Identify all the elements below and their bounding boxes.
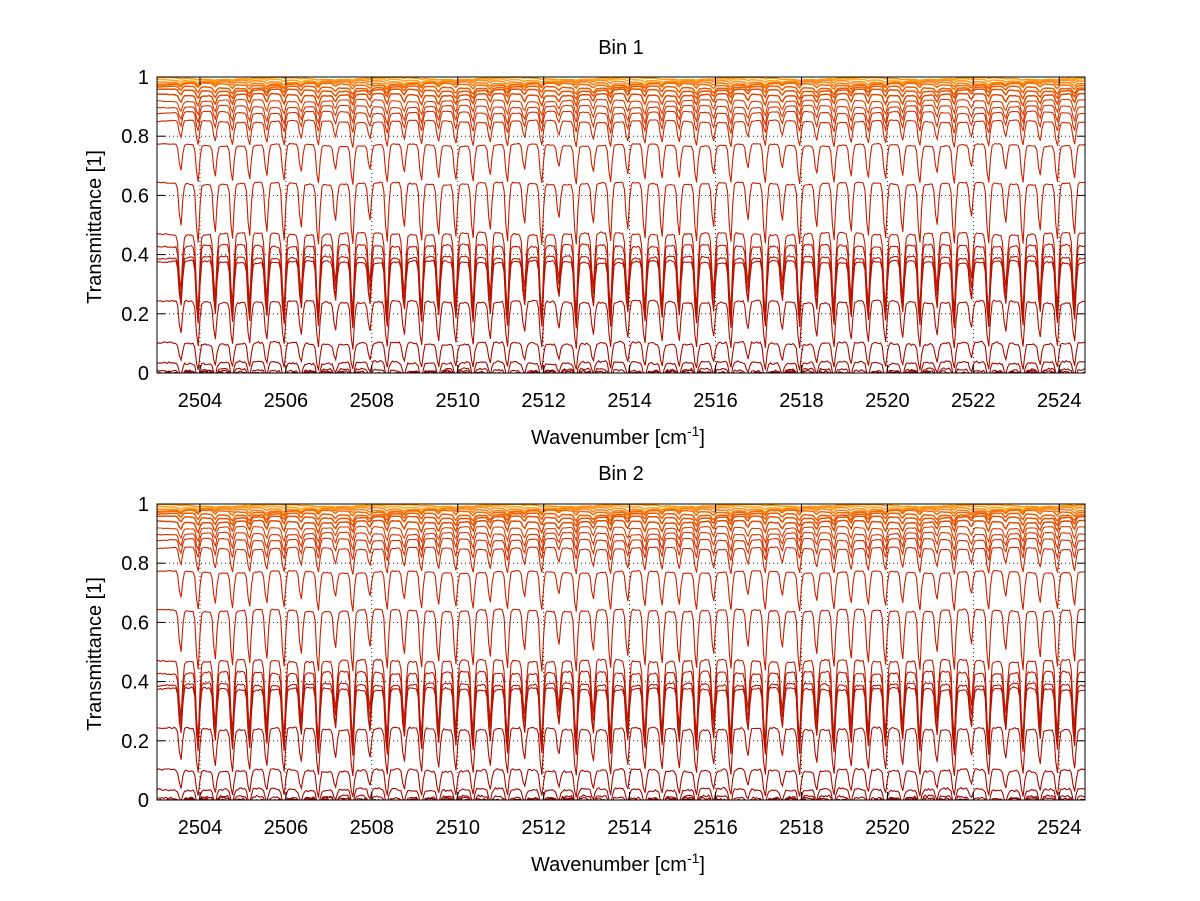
spectrum-line-11	[157, 537, 1085, 561]
y-tick-label: 0.4	[121, 672, 149, 694]
x-tick-label: 2508	[350, 817, 395, 839]
chart-bin-2: Bin 2 2504 2506 2508 2510 2512 2514 2516 2518 25…	[84, 463, 1086, 876]
spectrum-line-6	[157, 512, 1085, 523]
chart-title: Bin 2	[598, 463, 644, 485]
x-tick-label: 2512	[521, 390, 566, 412]
x-tick-label: 2510	[435, 390, 480, 412]
x-tick-label: 2520	[865, 817, 910, 839]
axes-frame	[156, 76, 1086, 374]
y-axis-label: Transmittance [1]	[84, 577, 106, 731]
y-tick-label: 0.2	[121, 304, 149, 326]
x-tick-label: 2504	[178, 390, 223, 412]
spectrum-line-20	[157, 340, 1085, 371]
x-tick-label: 2516	[693, 817, 738, 839]
y-tick-label: 0.8	[121, 126, 149, 148]
spectrum-line-19	[157, 726, 1085, 777]
y-tick-label: 1	[138, 494, 149, 516]
y-axis-label: Transmittance [1]	[84, 150, 106, 304]
y-tick-label: 0.2	[121, 731, 149, 753]
x-tick-label: 2512	[521, 817, 566, 839]
spectrum-line-11	[157, 110, 1085, 134]
spectrum-line-22	[157, 794, 1085, 800]
spectrum-line-5	[157, 82, 1085, 91]
x-tick-label: 2506	[264, 817, 309, 839]
spectrum-line-16	[157, 670, 1085, 748]
y-tick-label: 0.6	[121, 185, 149, 207]
spectrum-line-8	[157, 92, 1085, 108]
x-tick-label: 2514	[607, 817, 652, 839]
spectrum-line-16	[157, 243, 1085, 322]
plot-background	[157, 504, 1085, 800]
spectrum-line-6	[157, 85, 1085, 96]
spectrum-line-17	[157, 255, 1085, 327]
x-tick-label: 2508	[350, 390, 395, 412]
y-tick-label: 1	[138, 67, 149, 89]
y-tick-label: 0	[138, 790, 149, 812]
spectrum-line-8	[157, 519, 1085, 535]
spectrum-line-18	[157, 686, 1085, 756]
spectrum-line-12	[157, 119, 1085, 148]
spectrum-line-13	[157, 569, 1085, 612]
spectrum-line-7	[157, 88, 1085, 101]
spectrum-line-5	[157, 509, 1085, 518]
spectrum-line-21	[157, 359, 1085, 373]
spectrum-line-15	[157, 658, 1085, 742]
x-tick-label: 2518	[779, 390, 824, 412]
spectrum-line-17	[157, 682, 1085, 754]
spectrum-line-10	[157, 104, 1085, 127]
x-tick-label: 2504	[178, 817, 223, 839]
spectrum-line-9	[157, 98, 1085, 118]
y-tick-label: 0.4	[121, 245, 149, 267]
x-tick-label: 2510	[435, 817, 480, 839]
x-tick-label: 2518	[779, 817, 824, 839]
spectrum-line-14	[157, 608, 1085, 672]
y-tick-label: 0.8	[121, 553, 149, 575]
spectrum-line-19	[157, 299, 1085, 350]
spectrum-line-12	[157, 546, 1085, 575]
spectrum-line-13	[157, 142, 1085, 185]
x-axis-label: Wavenumber [cm-1]	[531, 850, 705, 876]
spectrum-line-4	[157, 507, 1085, 516]
x-tick-label: 2506	[264, 390, 309, 412]
x-tick-label: 2514	[607, 390, 652, 412]
axes-frame	[156, 503, 1086, 801]
spectrum-line-14	[157, 181, 1085, 245]
x-tick-label: 2520	[865, 390, 910, 412]
spectrum-line-20	[157, 767, 1085, 798]
spectrum-line-15	[157, 231, 1085, 315]
chart-title: Bin 1	[598, 37, 644, 59]
x-tick-label: 2516	[693, 390, 738, 412]
x-tick-label: 2524	[1037, 390, 1082, 412]
plot-background	[157, 77, 1085, 373]
x-tick-label: 2524	[1037, 817, 1082, 839]
spectrum-line-9	[157, 525, 1085, 545]
spectrum-line-18	[157, 259, 1085, 329]
spectrum-line-10	[157, 531, 1085, 554]
spectrum-line-7	[157, 515, 1085, 528]
x-axis-label: Wavenumber [cm-1]	[531, 423, 705, 449]
x-tick-label: 2522	[951, 817, 996, 839]
y-tick-label: 0.6	[121, 612, 149, 634]
chart-bin-1: Bin 1 2504 2506 2508 2510 2512 2514 2516 2518 25…	[84, 37, 1086, 449]
x-tick-label: 2522	[951, 390, 996, 412]
spectrum-line-21	[157, 786, 1085, 800]
y-tick-label: 0	[138, 363, 149, 385]
